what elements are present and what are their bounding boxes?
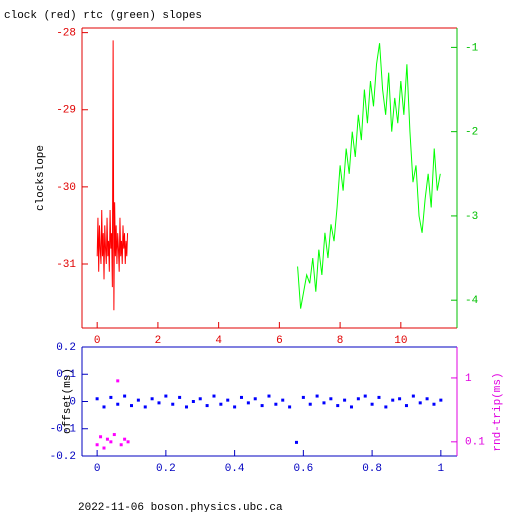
- y-tick-label: 0.2: [56, 342, 76, 354]
- scatter-point: [109, 440, 113, 444]
- scatter-point: [198, 397, 202, 401]
- scatter-point: [260, 404, 264, 408]
- x-tick-label: 4: [215, 335, 222, 347]
- scatter-point: [377, 395, 381, 399]
- scatter-point: [116, 402, 120, 406]
- y2-tick-label: -3: [465, 211, 478, 223]
- x-tick-label: 0: [94, 335, 101, 347]
- scatter-point: [267, 394, 271, 398]
- x-tick-label: 2: [155, 335, 162, 347]
- scatter-point: [288, 405, 292, 409]
- scatter-point: [116, 379, 120, 383]
- scatter-point: [226, 398, 230, 402]
- scatter-point: [418, 401, 422, 405]
- y-tick-label: -0.1: [50, 424, 77, 436]
- scatter-point: [233, 405, 237, 409]
- y2-tick-label: -2: [465, 127, 478, 139]
- scatter-point: [102, 405, 106, 409]
- x-tick-label: 8: [337, 335, 344, 347]
- scatter-point: [329, 397, 333, 401]
- scatter-point: [308, 402, 312, 406]
- scatter-point: [171, 402, 175, 406]
- scatter-point: [123, 394, 127, 398]
- scatter-point: [129, 404, 133, 408]
- y2-tick-label: -1: [465, 42, 479, 54]
- x-tick-label: 0.4: [225, 463, 245, 475]
- x-tick-label: 0: [94, 463, 101, 475]
- y2-tick-label: 0.1: [465, 437, 485, 449]
- y-tick-label: -31: [56, 259, 76, 271]
- scatter-point: [349, 405, 353, 409]
- scatter-point: [102, 446, 106, 450]
- y-axis-label: clockslope: [35, 145, 47, 211]
- scatter-point: [301, 395, 305, 399]
- scatter-point: [246, 401, 250, 405]
- y-tick-label: 0.1: [56, 369, 76, 381]
- x-tick-label: 10: [394, 335, 407, 347]
- line-series: [297, 43, 441, 309]
- scatter-point: [136, 398, 140, 402]
- x-tick-label: 1: [438, 463, 445, 475]
- scatter-point: [205, 404, 209, 408]
- scatter-point: [404, 404, 408, 408]
- scatter-point: [425, 397, 429, 401]
- scatter-point: [119, 443, 123, 447]
- scatter-point: [178, 395, 182, 399]
- scatter-point: [411, 394, 415, 398]
- y-tick-label: -29: [56, 105, 76, 117]
- y-tick-label: -28: [56, 28, 76, 40]
- scatter-point: [109, 395, 113, 399]
- y-tick-label: -0.2: [50, 451, 76, 463]
- scatter-point: [164, 394, 168, 398]
- scatter-point: [336, 404, 340, 408]
- x-tick-label: 0.6: [293, 463, 313, 475]
- scatter-point: [219, 402, 223, 406]
- scatter-point: [384, 405, 388, 409]
- scatter-point: [99, 435, 103, 439]
- scatter-point: [294, 440, 298, 444]
- scatter-point: [432, 402, 436, 406]
- scatter-point: [239, 395, 243, 399]
- scatter-point: [398, 397, 402, 401]
- x-tick-label: 0.2: [156, 463, 176, 475]
- scatter-point: [143, 405, 147, 409]
- scatter-point: [356, 397, 360, 401]
- scatter-point: [95, 443, 99, 447]
- scatter-point: [95, 397, 99, 401]
- x-tick-label: 0.8: [362, 463, 382, 475]
- scatter-point: [281, 398, 285, 402]
- scatter-point: [105, 437, 109, 441]
- y-axis-label: offset(ms): [62, 368, 74, 434]
- scatter-point: [123, 437, 127, 441]
- scatter-point: [157, 401, 161, 405]
- scatter-point: [112, 433, 116, 437]
- scatter-point: [191, 400, 195, 403]
- scatter-point: [343, 398, 347, 402]
- scatter-point: [274, 402, 278, 406]
- y-tick-label: -30: [56, 182, 76, 194]
- scatter-point: [126, 440, 130, 444]
- scatter-point: [322, 401, 326, 405]
- y2-tick-label: -4: [465, 295, 479, 307]
- x-tick-label: 6: [276, 335, 283, 347]
- footer: 2022-11-06 boson.physics.ubc.ca: [78, 502, 283, 512]
- scatter-point: [391, 398, 395, 402]
- scatter-point: [363, 394, 367, 398]
- y-tick-label: 0: [69, 396, 76, 408]
- scatter-point: [212, 394, 216, 398]
- scatter-point: [315, 394, 319, 398]
- chart-title: clock (red) rtc (green) slopes: [4, 10, 202, 22]
- scatter-point: [439, 398, 443, 402]
- scatter-point: [184, 405, 188, 409]
- scatter-point: [150, 397, 154, 401]
- y2-tick-label: 1: [465, 373, 472, 385]
- scatter-point: [370, 402, 374, 406]
- y2-axis-label: rnd-trip(ms): [492, 372, 504, 451]
- scatter-point: [253, 397, 257, 401]
- line-series: [96, 40, 129, 311]
